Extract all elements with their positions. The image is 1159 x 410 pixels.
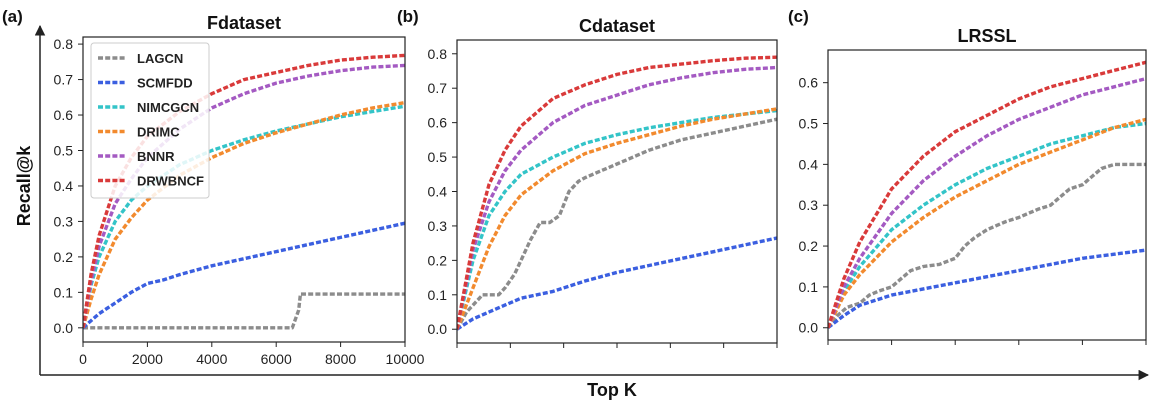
y-tick-label: 0.8 xyxy=(428,46,448,62)
global-xlabel: Top K xyxy=(587,380,637,400)
y-tick-label: 0.0 xyxy=(428,321,448,337)
legend-label-drimc: DRIMC xyxy=(137,125,180,140)
y-tick-label: 0.5 xyxy=(428,149,448,165)
panel-label: (b) xyxy=(397,7,419,26)
y-tick-label: 0.6 xyxy=(428,115,448,131)
plot-frame xyxy=(827,49,1147,341)
series-line-drimc xyxy=(457,107,777,330)
series-line-drwbncf xyxy=(828,60,1146,329)
x-tick-label: 0 xyxy=(79,351,87,367)
y-tick-label: 0.3 xyxy=(428,218,448,234)
y-tick-label: 0.1 xyxy=(54,284,74,300)
series-line-drwbncf xyxy=(457,55,777,330)
legend-label-scmfdd: SCMFDD xyxy=(137,76,193,91)
panels: (a) Fdataset 0.0 0.1 0.2 0.3 0.4 0.5 0.6 0.7 0.8 0 2… xyxy=(2,7,1147,367)
y-tick-label: 0.3 xyxy=(799,197,819,213)
panel-2: (b) Cdataset 0.0 0.1 0.2 0.3 0.4 0.5 0.6 0.7 0.8 xyxy=(397,7,778,348)
x-tick-label: 2000 xyxy=(132,351,163,367)
y-tick-label: 0.0 xyxy=(54,320,74,336)
chart-title: Fdataset xyxy=(207,13,281,33)
legend: LAGCN SCMFDD NIMCGCN DRIMC BNNR DRWBNCF xyxy=(90,42,210,199)
chart-title: Cdataset xyxy=(579,16,655,36)
x-tick-label: 10000 xyxy=(386,351,425,367)
y-tick-label: 0.2 xyxy=(799,238,819,254)
panel-label: (c) xyxy=(788,7,809,26)
x-tick-label: 8000 xyxy=(325,351,356,367)
series-line-nimcgcn xyxy=(828,121,1146,329)
y-tick-label: 0.2 xyxy=(428,252,448,268)
legend-label-nimcgcn: NIMCGCN xyxy=(137,100,199,115)
y-tick-label: 0.2 xyxy=(54,249,74,265)
legend-label-drwbncf: DRWBNCF xyxy=(137,174,204,189)
y-tick-label: 0.8 xyxy=(54,36,74,52)
x-tick-label: 6000 xyxy=(261,351,292,367)
series-line-bnnr xyxy=(457,65,777,330)
series-line-lagcn xyxy=(828,162,1146,329)
legend-label-lagcn: LAGCN xyxy=(137,51,183,66)
series-line-scmfdd xyxy=(828,248,1146,330)
series-line-scmfdd xyxy=(83,221,405,330)
x-tick-label: 4000 xyxy=(196,351,227,367)
panel-label: (a) xyxy=(2,7,23,26)
y-tick-label: 0.5 xyxy=(799,116,819,132)
y-tick-label: 0.7 xyxy=(54,72,74,88)
chart-title: LRSSL xyxy=(957,26,1016,46)
y-tick-label: 0.5 xyxy=(54,142,74,158)
y-tick-label: 0.0 xyxy=(799,320,819,336)
series-line-bnnr xyxy=(828,76,1146,329)
y-tick-label: 0.4 xyxy=(54,178,74,194)
plot-frame xyxy=(82,36,406,343)
y-tick-label: 0.7 xyxy=(428,80,448,96)
panel-3: (c) LRSSL 0.0 0.1 0.2 0.3 0.4 0.5 0.6 xyxy=(788,7,1147,345)
global-ylabel: Recall@k xyxy=(14,145,34,227)
y-tick-label: 0.4 xyxy=(799,156,819,172)
series-line-lagcn xyxy=(457,117,777,331)
plot-frame xyxy=(456,39,778,344)
panel-1: (a) Fdataset 0.0 0.1 0.2 0.3 0.4 0.5 0.6 0.7 0.8 0 2… xyxy=(2,7,425,367)
series-line-nimcgcn xyxy=(457,108,777,330)
y-tick-label: 0.6 xyxy=(799,75,819,91)
series-line-lagcn xyxy=(83,292,405,330)
y-tick-label: 0.1 xyxy=(428,287,448,303)
series-line-scmfdd xyxy=(457,236,777,331)
y-tick-label: 0.6 xyxy=(54,107,74,123)
series-line-drimc xyxy=(828,117,1146,329)
y-tick-label: 0.4 xyxy=(428,184,448,200)
y-tick-label: 0.1 xyxy=(799,279,819,295)
y-tick-label: 0.3 xyxy=(54,213,74,229)
legend-label-bnnr: BNNR xyxy=(137,149,175,164)
